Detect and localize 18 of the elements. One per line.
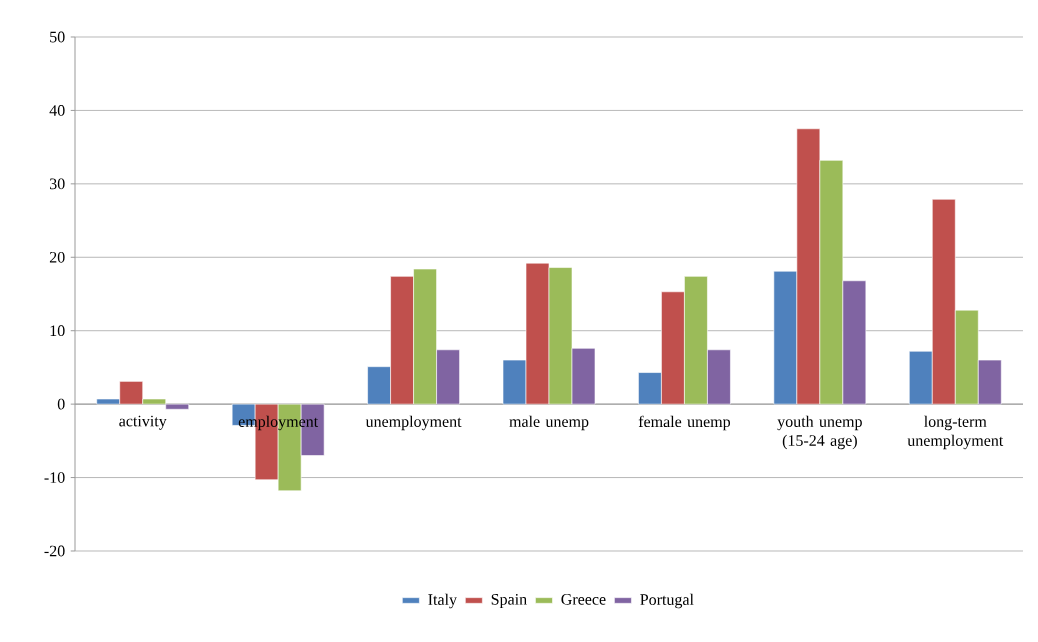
legend-label: Portugal <box>640 593 694 609</box>
y-tick-label: 40 <box>49 105 65 116</box>
y-tick-label: 50 <box>50 31 65 43</box>
y-tick-label: 0 <box>57 398 65 410</box>
legend-label: Greece <box>561 594 606 605</box>
x-tick-label: long-term unemployment <box>907 415 1004 450</box>
y-tick-label: -20 <box>44 545 65 557</box>
y-tick-label: 30 <box>49 178 65 190</box>
x-tick-label: youth unemp (15-24 age) <box>777 415 862 450</box>
x-tick-label: activity <box>119 415 167 430</box>
x-tick-label: male unemp <box>509 415 589 431</box>
legend-label: Italy <box>428 593 457 609</box>
legend-label: Spain <box>491 594 527 608</box>
y-tick-label: 10 <box>50 325 65 337</box>
y-tick-label: 20 <box>49 251 65 263</box>
y-tick-label: -10 <box>44 472 65 483</box>
x-tick-label: unemployment <box>365 415 462 431</box>
x-tick-label: female unemp <box>638 415 731 431</box>
